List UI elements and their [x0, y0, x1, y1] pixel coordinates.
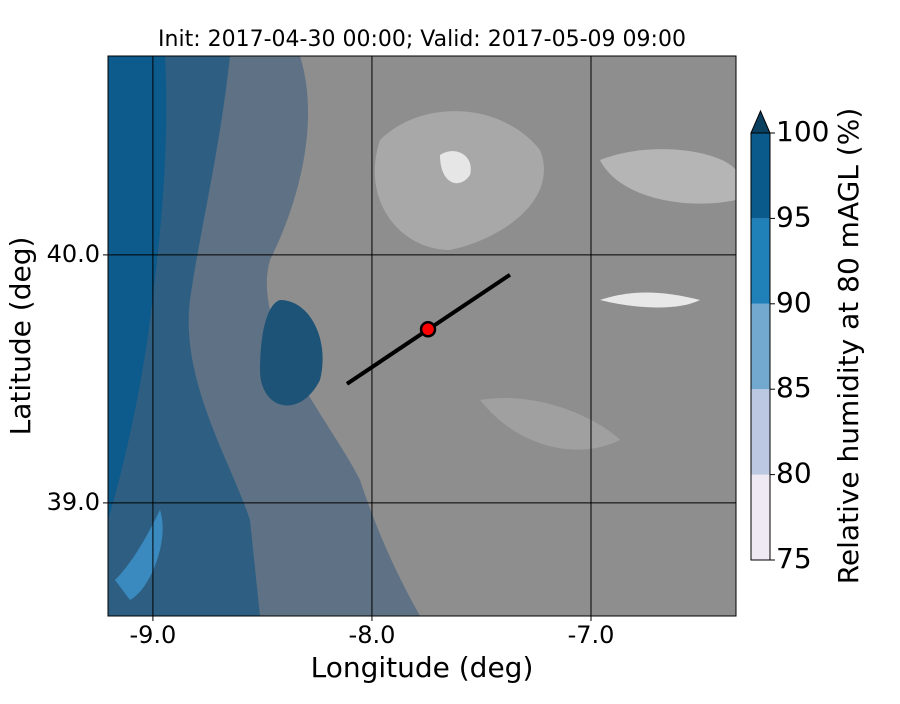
- map-title: Init: 2017-04-30 00:00; Valid: 2017-05-0…: [158, 27, 686, 52]
- x-tick-label: -7.0: [568, 621, 615, 649]
- colorbar-segment: [751, 133, 770, 219]
- colorbar-frame: [750, 132, 771, 561]
- x-tick-label: -9.0: [129, 621, 176, 649]
- colorbar-tick-label: 80: [776, 457, 812, 490]
- y-axis-label: Latitude (deg): [4, 237, 37, 436]
- colorbar-tick-label: 90: [776, 286, 812, 319]
- x-tick-label: -8.0: [349, 621, 396, 649]
- colorbar-tick-label: 85: [776, 371, 812, 404]
- colorbar-tick-label: 100: [776, 115, 829, 148]
- location-marker: [419, 321, 437, 338]
- map-frame: [107, 55, 737, 617]
- y-tick-label: 40.0: [47, 240, 100, 268]
- colorbar-segment: [751, 474, 770, 560]
- colorbar-segment: [751, 218, 770, 304]
- x-axis-label: Longitude (deg): [311, 651, 534, 684]
- colorbar-tick-label: 75: [776, 542, 812, 575]
- terrain: [108, 56, 736, 616]
- colorbar-extension: [750, 109, 771, 134]
- y-tick-label: 39.0: [47, 488, 100, 516]
- colorbar-segment: [751, 389, 770, 475]
- colorbar-tick-label: 95: [776, 200, 812, 233]
- colorbar-label: Relative humidity at 80 mAGL (%): [832, 108, 865, 585]
- colorbar-segment: [751, 303, 770, 390]
